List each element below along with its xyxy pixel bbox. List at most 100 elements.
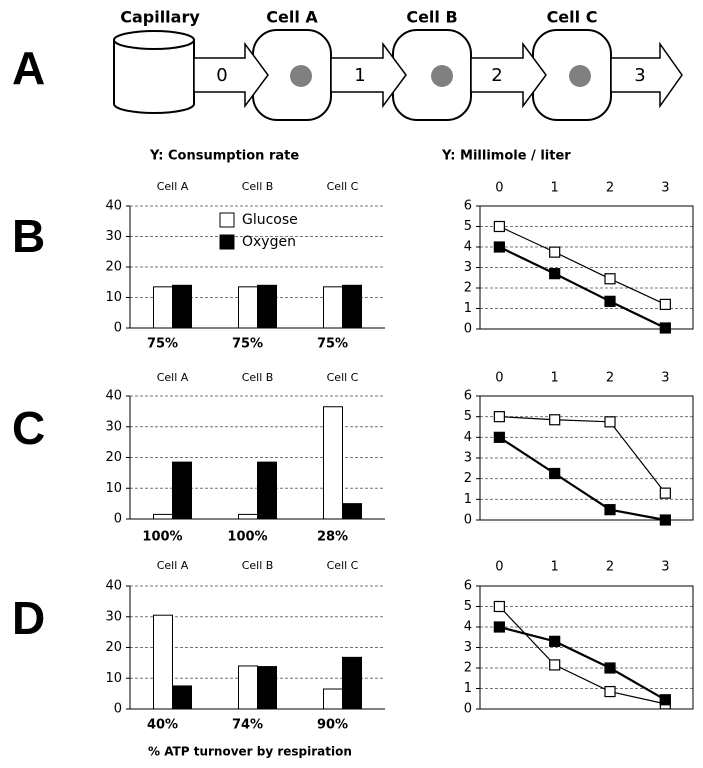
y-tick-label: 10: [105, 671, 122, 686]
y-tick-label: 0: [464, 322, 472, 337]
column-title: Y: Millimole / liter: [441, 149, 571, 164]
arrow-label: 1: [354, 65, 365, 86]
y-tick-label: 1: [464, 681, 472, 696]
arrow: [610, 41, 683, 109]
y-tick-label: 40: [105, 389, 122, 404]
point: [493, 600, 505, 613]
bar: [238, 513, 258, 520]
y-tick-label: 5: [464, 409, 472, 424]
bar: [342, 284, 362, 329]
nucleus: [431, 65, 453, 87]
series-line: [499, 416, 666, 494]
bar: [172, 284, 192, 329]
bar: [323, 286, 343, 329]
point: [493, 621, 505, 633]
y-tick-label: 4: [464, 240, 472, 255]
legend-swatch: [219, 234, 235, 250]
x-tick-label: 0: [495, 560, 503, 575]
y-tick-label: 30: [105, 229, 122, 244]
point: [493, 431, 505, 443]
y-tick-label: 6: [464, 389, 472, 404]
column-title: Y: Consumption rate: [149, 149, 299, 164]
point: [493, 241, 505, 253]
y-tick-label: 3: [464, 260, 472, 275]
bar: [238, 286, 258, 329]
category-label: Cell B: [242, 559, 274, 572]
category-label: Cell B: [242, 371, 274, 384]
annotation: 74%: [232, 718, 263, 733]
point: [659, 487, 671, 499]
point: [604, 416, 616, 428]
y-tick-label: 40: [105, 579, 122, 594]
y-tick-label: 30: [105, 609, 122, 624]
arrow-label: 3: [634, 65, 645, 86]
legend-swatch: [219, 212, 235, 228]
nucleus: [290, 65, 312, 87]
y-tick-label: 0: [464, 702, 472, 717]
y-tick-label: 20: [105, 450, 122, 465]
point: [549, 659, 561, 671]
annotation: 75%: [232, 337, 263, 352]
bar: [172, 461, 192, 520]
row-label: B: [12, 210, 45, 262]
x-tick-label: 0: [495, 371, 503, 386]
y-tick-label: 3: [464, 451, 472, 466]
bar: [342, 503, 362, 520]
annotation: 40%: [147, 718, 178, 733]
y-tick-label: 0: [114, 321, 122, 336]
series-line: [498, 246, 666, 329]
point: [604, 295, 616, 307]
point: [493, 220, 505, 233]
y-tick-label: 3: [464, 640, 472, 655]
annotation: 90%: [317, 718, 348, 733]
row-label: C: [12, 402, 45, 454]
y-tick-label: 0: [464, 513, 472, 528]
bar: [153, 513, 173, 520]
y-tick-label: 2: [464, 471, 472, 486]
annotation: 100%: [142, 530, 182, 545]
y-tick-label: 6: [464, 579, 472, 594]
bar: [323, 688, 343, 710]
nucleus: [569, 65, 591, 87]
series-line: [498, 436, 666, 522]
series-line: [499, 225, 666, 305]
y-tick-label: 30: [105, 419, 122, 434]
bar: [153, 286, 173, 329]
x-tick-label: 3: [661, 181, 669, 196]
category-label: Cell C: [327, 559, 359, 572]
plot-frame: [479, 395, 694, 521]
panel-label: A: [12, 42, 45, 94]
annotation: 28%: [317, 530, 348, 545]
bar: [257, 284, 277, 329]
bar: [257, 666, 277, 710]
y-tick-label: 4: [464, 620, 472, 635]
point: [604, 273, 616, 285]
annotation: 100%: [227, 530, 267, 545]
capillary: [113, 30, 195, 114]
y-tick-label: 10: [105, 290, 122, 305]
category-label: Cell B: [242, 180, 274, 193]
series-line: [498, 606, 666, 705]
y-tick-label: 20: [105, 260, 122, 275]
x-tick-label: 3: [661, 560, 669, 575]
x-tick-label: 1: [551, 181, 559, 196]
legend-label: Oxygen: [242, 234, 296, 250]
point: [549, 467, 561, 480]
footer: % ATP turnover by respiration: [148, 745, 352, 759]
series-line: [499, 625, 666, 701]
point: [493, 411, 505, 423]
x-tick-label: 1: [551, 560, 559, 575]
node-label: Capillary: [120, 8, 200, 27]
node-label: Cell C: [547, 8, 598, 27]
y-tick-label: 0: [114, 512, 122, 527]
category-label: Cell A: [157, 371, 189, 384]
x-tick-label: 1: [551, 371, 559, 386]
legend-label: Glucose: [242, 212, 298, 228]
y-tick-label: 2: [464, 281, 472, 296]
category-label: Cell C: [327, 180, 359, 193]
y-tick-label: 5: [464, 219, 472, 234]
point: [604, 662, 616, 674]
point: [604, 685, 616, 698]
x-tick-label: 2: [606, 560, 614, 575]
